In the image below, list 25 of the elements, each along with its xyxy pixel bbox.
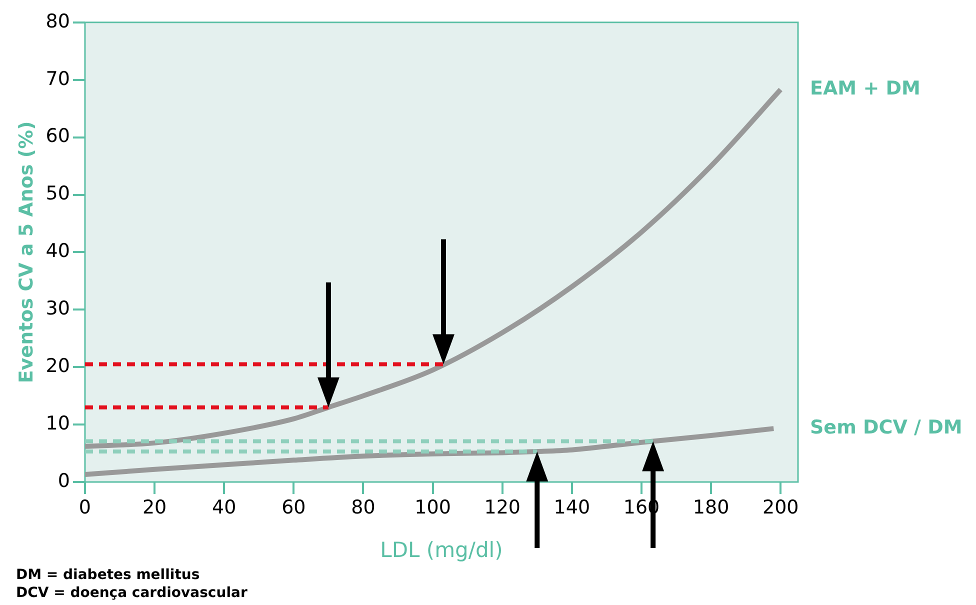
y-tick-label: 50 xyxy=(46,182,70,205)
y-tick-label: 80 xyxy=(46,10,70,32)
y-axis-title: Eventos CV a 5 Anos (%) xyxy=(15,121,38,384)
y-tick-label: 30 xyxy=(46,298,70,320)
y-tick-label: 60 xyxy=(46,125,70,148)
x-axis-title: LDL (mg/dl) xyxy=(380,538,503,562)
y-tick-label: 0 xyxy=(58,470,70,492)
x-tick-label: 40 xyxy=(212,496,236,518)
x-tick-label: 0 xyxy=(78,496,92,518)
text: DM = diabetes mellitus xyxy=(16,566,201,584)
series-label: EAM + DM xyxy=(810,78,920,100)
x-tick-label: 80 xyxy=(351,496,376,518)
x-tick-label: 100 xyxy=(414,496,451,518)
series-label: Sem DCV / DM xyxy=(810,416,962,439)
x-tick-label: 60 xyxy=(282,496,306,518)
x-tick-label: 120 xyxy=(484,496,520,518)
text: DCV = doença cardiovascular xyxy=(16,584,248,602)
y-tick-label: 70 xyxy=(46,68,70,90)
x-tick-label: 140 xyxy=(554,496,590,518)
x-tick-label: 20 xyxy=(142,496,167,518)
y-tick-label: 20 xyxy=(46,355,70,378)
x-tick-label: 180 xyxy=(692,496,730,518)
y-tick-label: 10 xyxy=(46,412,70,434)
y-tick-label: 40 xyxy=(46,240,70,262)
x-tick-label: 200 xyxy=(762,496,799,518)
